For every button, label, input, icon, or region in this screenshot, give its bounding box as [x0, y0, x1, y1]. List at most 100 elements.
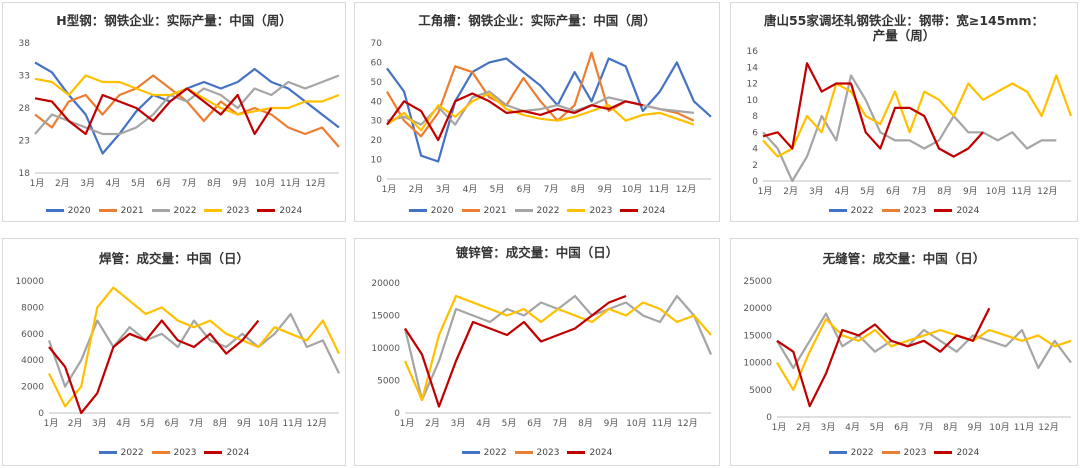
x-tick-label: 10月 [258, 418, 278, 429]
y-tick-label: 0 [766, 413, 772, 423]
x-tick-label: 12月 [1037, 186, 1057, 197]
x-tick-label: 11月 [1014, 422, 1034, 433]
legend-item-2022: 2022 [461, 448, 507, 458]
y-tick-label: 10000 [15, 277, 44, 287]
chart-legend: 2020 2021 2022 2023 2024 [3, 206, 345, 216]
x-tick-label: 5月 [140, 418, 155, 429]
y-tick-label: 10 [747, 96, 759, 106]
y-tick-label: 10000 [743, 359, 772, 369]
y-tick-label: 70 [371, 39, 383, 49]
y-tick-label: 14 [747, 63, 759, 73]
y-tick-label: 0 [394, 409, 400, 419]
chart-title: 焊管：成交量：中国（日） [98, 251, 249, 266]
x-tick-label: 5月 [490, 184, 505, 195]
y-tick-label: 5000 [377, 377, 400, 387]
y-tick-label: 60 [371, 58, 383, 68]
x-tick-label: 7月 [912, 186, 927, 197]
x-tick-label: 9月 [604, 418, 619, 429]
chart-title: 工角槽：钢铁企业：实际产量：中国（周） [418, 13, 656, 28]
y-tick-label: 0 [38, 409, 44, 419]
line-chart-welded-pipe: 10000 8000 6000 4000 2000 01月 2月 3月 4月 5月 6月 7月 8月 9月… [15, 277, 340, 429]
x-tick-label: 12月 [676, 184, 696, 195]
x-tick-label: 11月 [652, 418, 672, 429]
x-tick-label: 9月 [237, 418, 252, 429]
y-tick-label: 2000 [21, 383, 44, 393]
chart-legend: 2020 2021 2022 2023 2024 [355, 206, 719, 216]
y-tick-label: 33 [19, 72, 30, 82]
x-tick-label: 7月 [919, 422, 934, 433]
legend-item-2024: 2024 [204, 448, 249, 458]
y-tick-label: 40 [371, 97, 383, 107]
x-tick-label: 6月 [527, 418, 542, 429]
x-tick-label: 6月 [894, 422, 909, 433]
x-tick-label: 9月 [968, 422, 983, 433]
y-tick-label: 12 [747, 80, 758, 90]
x-tick-label: 8月 [207, 178, 222, 189]
x-tick-label: 3月 [451, 418, 466, 429]
legend-item-2022: 2022 [514, 206, 559, 216]
y-tick-label: 0 [752, 177, 758, 187]
x-tick-label: 4月 [116, 418, 131, 429]
x-tick-label: 1月 [30, 178, 45, 189]
legend-item-2024: 2024 [934, 206, 979, 216]
y-tick-label: 50 [371, 78, 383, 88]
x-tick-label: 3月 [821, 422, 836, 433]
line-chart-seamless-pipe: 25000 20000 15000 10000 5000 01月 2月 3月 4月 5月 6月 7月 8… [743, 277, 1072, 433]
legend-item-2021: 2021 [98, 206, 144, 216]
x-tick-label: 8月 [578, 418, 593, 429]
chart-legend: 2022 2023 2024 [731, 448, 1077, 458]
x-tick-label: 1月 [44, 418, 59, 429]
series-line-2022 [776, 312, 1072, 370]
line-chart-channel-angle: 70 60 50 40 30 20 10 01月 2月 3月 4月 5月 6月 7月 8月 9月 10月 11月 1… [371, 39, 712, 195]
y-tick-label: 30 [371, 117, 383, 127]
series-line-2022 [762, 74, 1057, 183]
legend-item-2023: 2023 [567, 206, 612, 216]
x-tick-label: 1月 [382, 184, 397, 195]
x-tick-label: 11月 [282, 418, 302, 429]
chart-panel-galvanized-pipe: 镀锌管：成交量：中国（日） 20000 15000 10000 5000 0 1月 2月 3月… [354, 238, 720, 466]
x-tick-label: 2月 [796, 422, 811, 433]
y-tick-label: 16 [747, 47, 759, 57]
chart-panel-welded-pipe: 焊管：成交量：中国（日） 10000 8000 6000 4000 2000 0 1月 2月 3… [2, 238, 346, 466]
x-tick-label: 12月 [1038, 422, 1058, 433]
chart-title: H型钢：钢铁企业：实际产量：中国（周） [56, 13, 292, 28]
legend-item-2023: 2023 [151, 448, 196, 458]
y-tick-label: 8000 [21, 303, 44, 313]
x-tick-label: 5月 [860, 186, 875, 197]
chart-panel-seamless-pipe: 无缝管：成交量：中国（日） 25000 20000 15000 10000 5000 0 1… [730, 238, 1078, 466]
x-tick-label: 3月 [80, 178, 95, 189]
x-tick-label: 7月 [189, 418, 204, 429]
x-tick-label: 2月 [55, 178, 70, 189]
x-tick-label: 5月 [870, 422, 885, 433]
x-tick-label: 7月 [544, 184, 559, 195]
legend-item-2022: 2022 [151, 206, 196, 216]
y-tick-label: 10000 [371, 344, 400, 354]
legend-item-2022: 2022 [828, 448, 874, 458]
x-tick-label: 4月 [476, 418, 491, 429]
y-tick-label: 4 [752, 145, 758, 155]
y-tick-label: 8 [752, 112, 758, 122]
legend-item-2024: 2024 [620, 206, 665, 216]
x-tick-label: 3月 [809, 186, 824, 197]
y-tick-label: 23 [19, 137, 30, 147]
legend-item-2024: 2024 [567, 448, 612, 458]
x-tick-label: 9月 [963, 186, 978, 197]
x-tick-label: 5月 [502, 418, 517, 429]
series-line-2024 [386, 92, 644, 142]
x-tick-label: 8月 [937, 186, 952, 197]
y-tick-label: 6000 [21, 330, 44, 340]
x-tick-label: 12月 [307, 418, 327, 429]
legend-item-2022: 2022 [828, 206, 874, 216]
legend-item-2020: 2020 [45, 206, 91, 216]
y-tick-label: 18 [19, 169, 31, 179]
chart-title: 镀锌管：成交量：中国（日） [455, 245, 619, 260]
x-tick-label: 10月 [986, 186, 1006, 197]
legend-item-2023: 2023 [204, 206, 249, 216]
series-line-2021 [386, 51, 695, 138]
y-tick-label: 20000 [371, 279, 400, 289]
y-tick-label: 20 [371, 136, 383, 146]
series-line-2024 [48, 319, 260, 415]
legend-item-2023: 2023 [514, 448, 559, 458]
x-tick-label: 2月 [409, 184, 424, 195]
series-line-2023 [48, 286, 340, 408]
